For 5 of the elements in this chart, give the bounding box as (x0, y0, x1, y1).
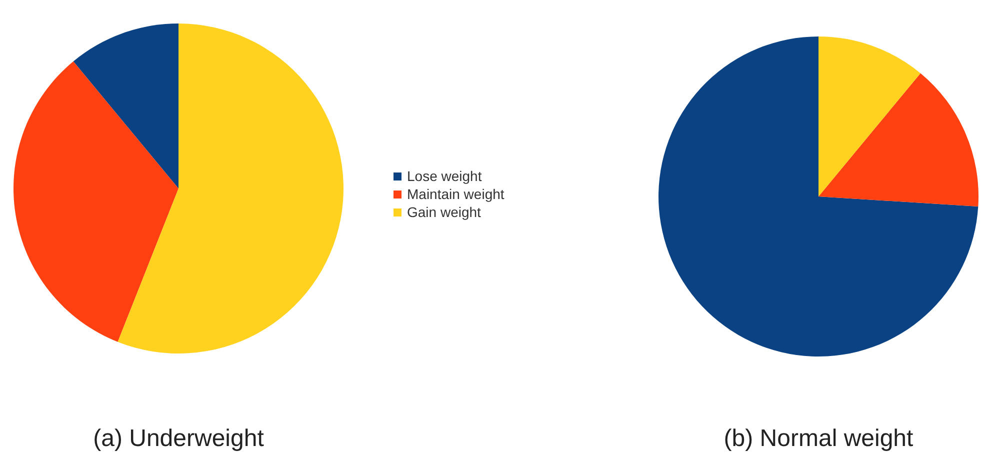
legend-label: Gain weight (407, 204, 481, 220)
text: (b) Normal weight (724, 425, 914, 452)
legend-label: Lose weight (407, 168, 482, 184)
legend-label: Maintain weight (407, 186, 504, 202)
text: (a) Underweight (93, 425, 264, 452)
